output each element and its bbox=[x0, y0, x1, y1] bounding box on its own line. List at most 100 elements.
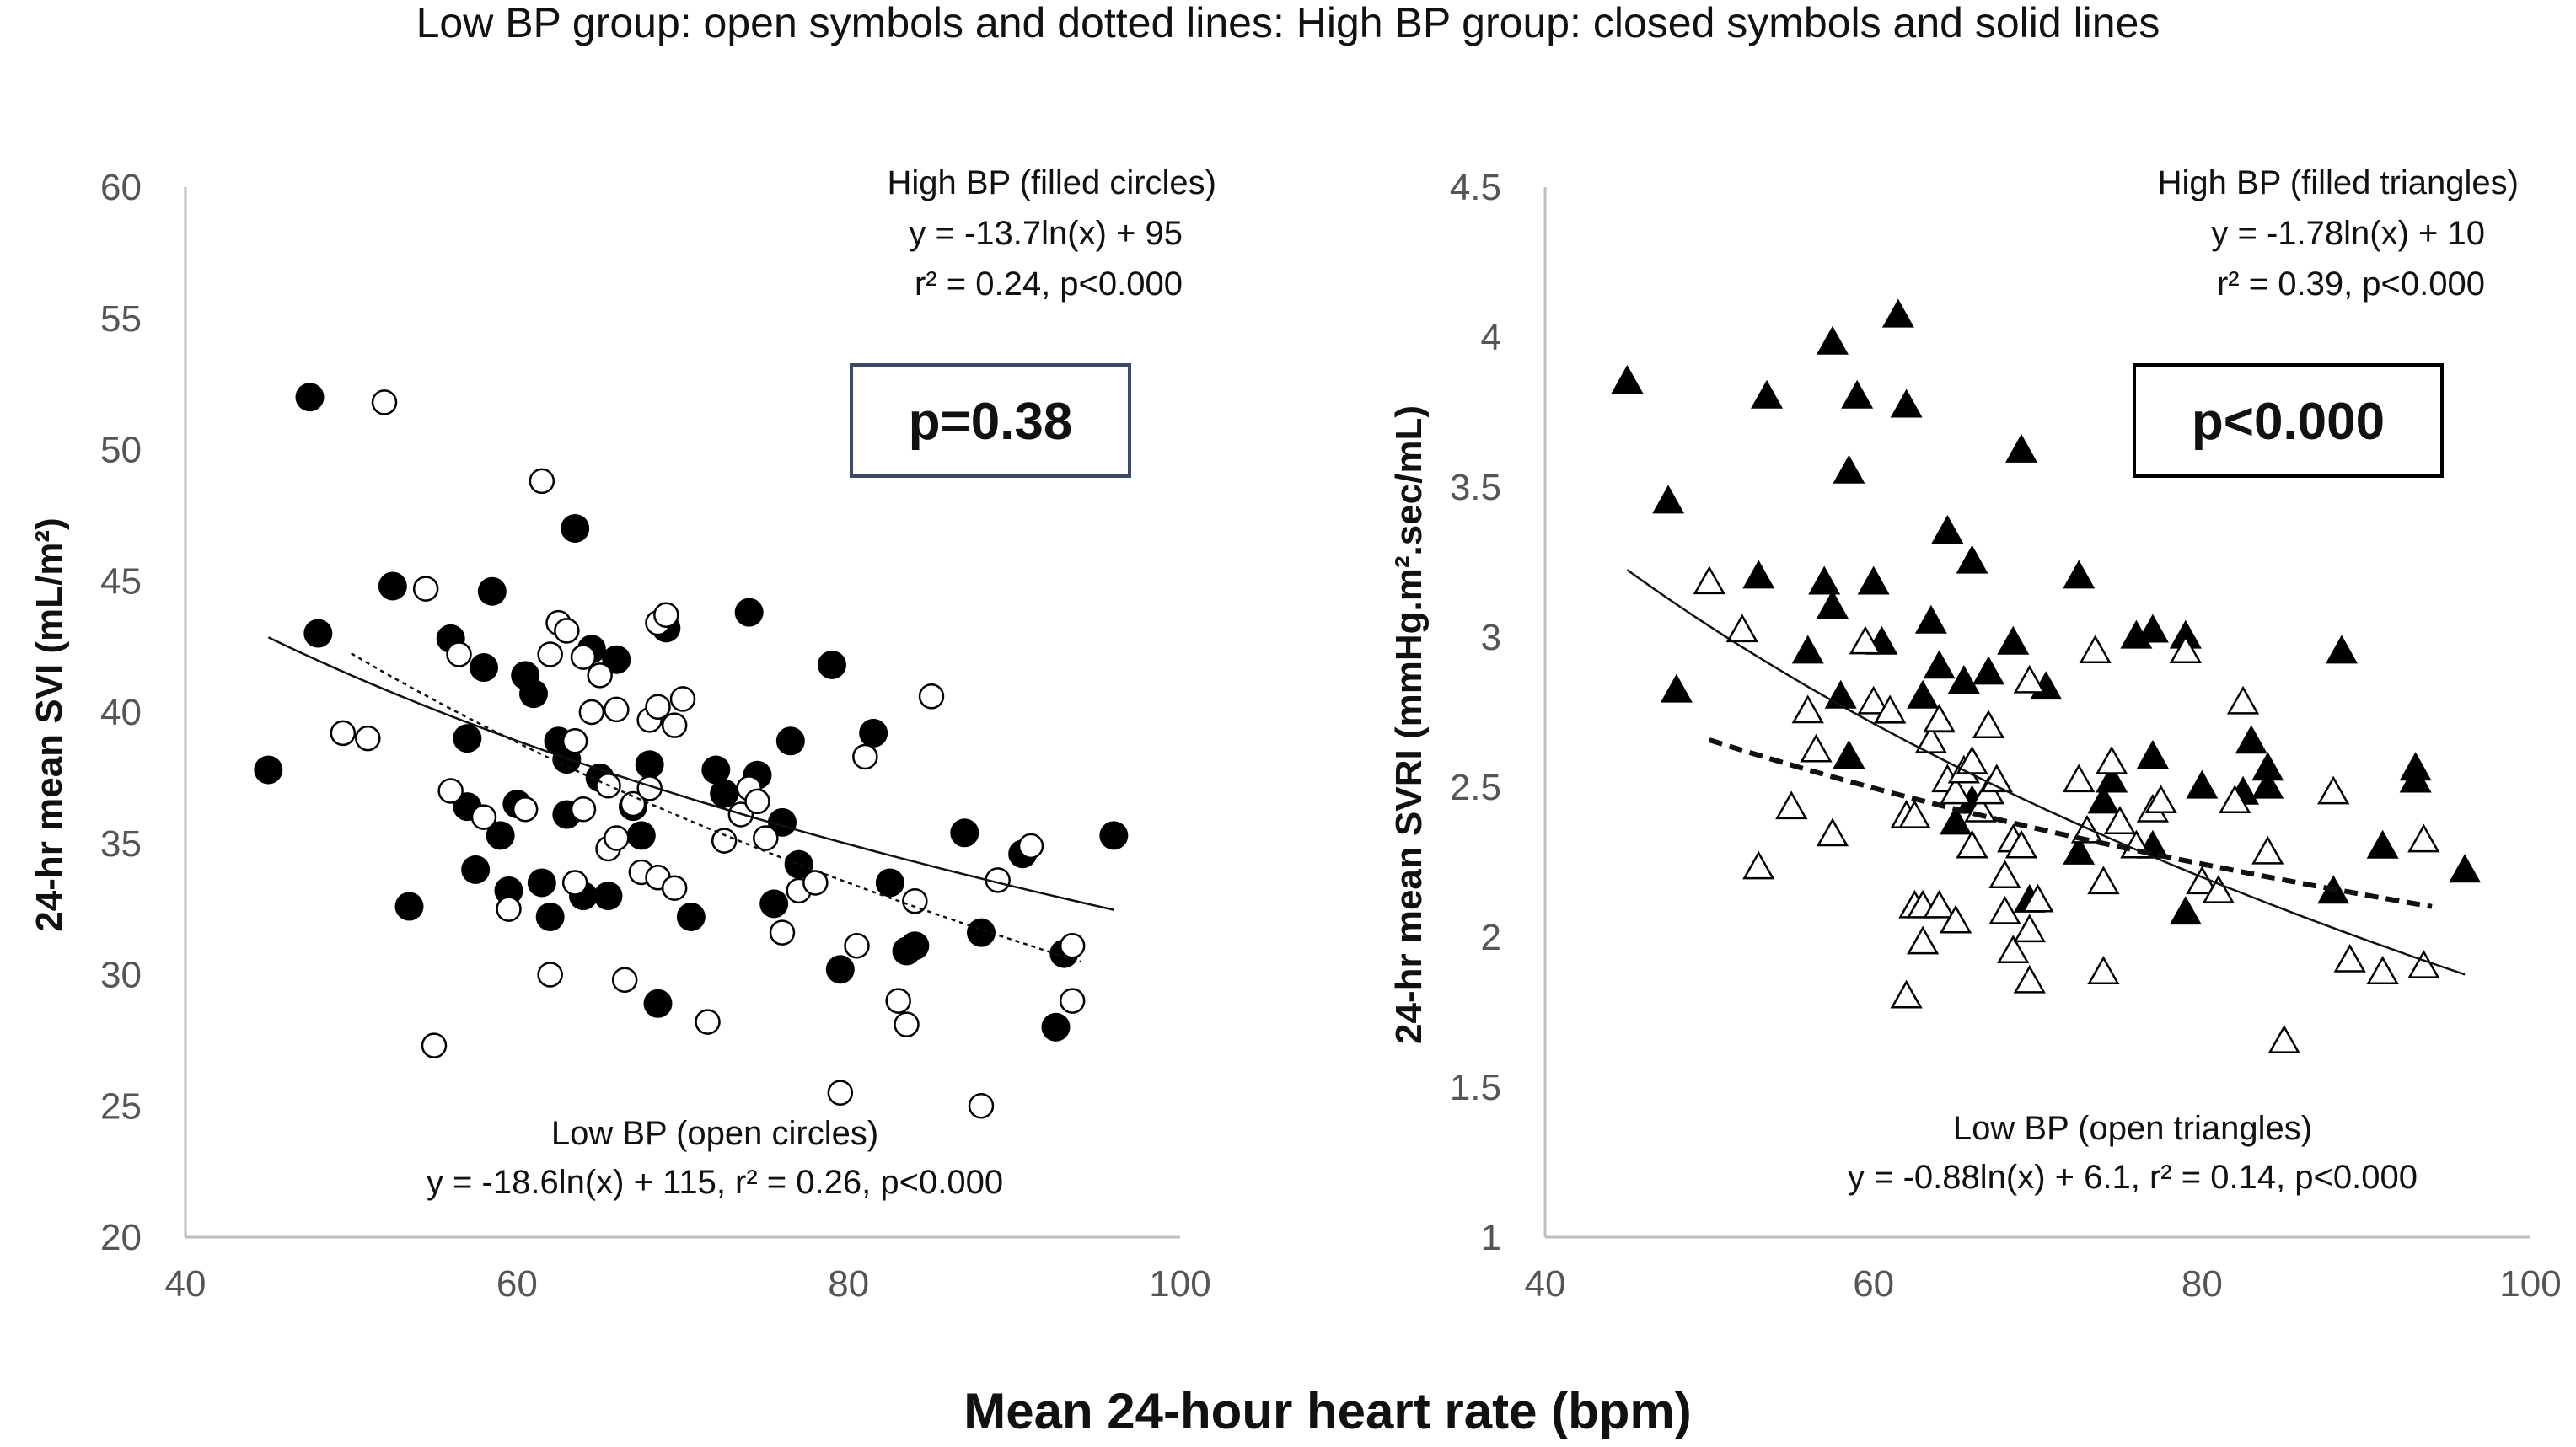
low-bp-point bbox=[1693, 565, 1725, 595]
low-bp-point bbox=[1849, 625, 1882, 655]
high-bp-point bbox=[2063, 560, 2096, 589]
y-tick-label: 3.5 bbox=[1450, 467, 1501, 508]
low-bp-point bbox=[1791, 694, 1824, 724]
high-bp-point bbox=[1808, 565, 1841, 595]
high-bp-point bbox=[2169, 896, 2202, 925]
low-bp-point bbox=[844, 932, 870, 959]
low-bp-point bbox=[2333, 943, 2366, 973]
high-bp-point bbox=[1857, 565, 1890, 595]
high-bp-point bbox=[676, 902, 706, 931]
high-bp-point bbox=[2096, 764, 2128, 793]
low-bp-point bbox=[2317, 775, 2350, 805]
y-tick-label: 45 bbox=[100, 560, 142, 602]
low-bp-point bbox=[1980, 764, 2013, 793]
high-bp-point bbox=[494, 876, 523, 905]
low-bp-point bbox=[446, 641, 472, 667]
low-bp-point bbox=[2169, 635, 2202, 664]
high-bp-point bbox=[2235, 725, 2267, 754]
high-bp-point bbox=[1611, 365, 1644, 394]
low-bp-point bbox=[2219, 785, 2251, 814]
low-bp-point bbox=[1972, 710, 2005, 739]
high-bp-point bbox=[1914, 604, 1947, 634]
high-bp-point bbox=[875, 868, 904, 898]
low-bp-point bbox=[885, 988, 911, 1014]
svi-chart: 20 25 30 35 40 45 50 55 60 40 60 80 100 24-hr mean SV… bbox=[29, 164, 1216, 1305]
low-bp-point bbox=[636, 775, 663, 801]
high-bp-point bbox=[1742, 560, 1775, 589]
low-bp-point bbox=[1742, 850, 1775, 880]
low-bp-point bbox=[2202, 875, 2235, 903]
low-bp-point bbox=[1939, 775, 1972, 805]
high-bp-point bbox=[950, 818, 979, 848]
high-bp-point bbox=[1947, 665, 1980, 694]
low-bp-point bbox=[661, 875, 688, 901]
low-bp-point bbox=[2021, 883, 2054, 913]
low-bp-point bbox=[2103, 806, 2137, 834]
y-tick-label: 1.5 bbox=[1450, 1067, 1501, 1108]
p-value-label: p<0.000 bbox=[2192, 393, 2385, 451]
y-tick-label: 4 bbox=[1481, 317, 1501, 358]
low-bp-point bbox=[412, 576, 439, 602]
high-bp-point bbox=[825, 955, 855, 984]
low-bp-point bbox=[2096, 745, 2128, 774]
low-bp-point bbox=[744, 788, 770, 815]
low-bp-point bbox=[2087, 866, 2120, 895]
high-bp-point bbox=[519, 679, 548, 709]
low-bp-point bbox=[653, 602, 679, 628]
high-bp-point bbox=[1041, 1012, 1071, 1042]
high-bp-fit-line bbox=[1626, 569, 2466, 976]
x-tick-label: 80 bbox=[2182, 1263, 2223, 1305]
low-bp-point bbox=[1988, 895, 2021, 924]
y-axis-label: 24-hr mean SVI (mL/m²) bbox=[29, 517, 70, 931]
low-bp-point bbox=[2407, 950, 2440, 978]
low-bp-point bbox=[1800, 733, 1833, 763]
high-bp-point bbox=[643, 989, 673, 1018]
high-bp-point bbox=[477, 576, 507, 606]
high-bp-point bbox=[734, 598, 764, 627]
low-bp-annotation: Low BP (open triangles) bbox=[1953, 1110, 2312, 1147]
y-axis-label: 24-hr mean SVRI (mmHg.m².sec/mL) bbox=[1388, 405, 1430, 1044]
low-bp-point bbox=[1939, 904, 1972, 934]
high-bp-annotation: High BP (filled circles) bbox=[888, 164, 1217, 201]
low-bp-point bbox=[1906, 925, 1940, 955]
low-bp-point bbox=[1857, 685, 1890, 715]
x-tick-label: 60 bbox=[1853, 1263, 1894, 1305]
high-bp-point bbox=[535, 902, 565, 931]
x-tick-label: 100 bbox=[1149, 1263, 1210, 1305]
high-bp-point bbox=[784, 849, 813, 879]
x-axis-label: Mean 24-hour heart rate (bpm) bbox=[963, 1383, 1691, 1439]
low-bp-point bbox=[2087, 956, 2120, 984]
high-bp-point bbox=[859, 718, 888, 748]
y-tick-label: 25 bbox=[100, 1085, 142, 1127]
y-tick-label: 40 bbox=[100, 692, 142, 733]
high-bp-point bbox=[295, 383, 325, 412]
low-bp-point bbox=[1059, 988, 1086, 1014]
low-bp-point bbox=[1017, 833, 1044, 860]
high-bp-point bbox=[561, 513, 590, 543]
p-value-label: p=0.38 bbox=[909, 393, 1073, 451]
low-bp-point bbox=[1923, 889, 1956, 919]
high-bp-annotation: r² = 0.24, p<0.000 bbox=[915, 265, 1183, 303]
low-bp-point bbox=[570, 796, 597, 823]
high-bp-point bbox=[2136, 740, 2169, 769]
low-bp-point bbox=[587, 662, 613, 689]
low-bp-point bbox=[918, 683, 945, 710]
low-bp-point bbox=[669, 686, 696, 712]
low-bp-point bbox=[1914, 725, 1948, 753]
p-value-box bbox=[850, 363, 1131, 478]
low-bp-point bbox=[1988, 860, 2021, 889]
high-bp-point bbox=[775, 726, 805, 756]
high-bp-annotation: r² = 0.39, p<0.000 bbox=[2217, 265, 2485, 303]
x-tick-label: 80 bbox=[828, 1263, 869, 1305]
y-tick-label: 50 bbox=[100, 430, 142, 471]
high-bp-point bbox=[1907, 679, 1940, 709]
high-bp-point bbox=[1890, 389, 1923, 418]
high-bp-point bbox=[486, 821, 515, 850]
high-bp-point bbox=[2251, 769, 2284, 799]
high-bp-point bbox=[900, 931, 930, 961]
y-tick-label: 2.5 bbox=[1450, 767, 1501, 808]
low-bp-point bbox=[894, 1011, 920, 1037]
low-bp-point bbox=[2013, 964, 2046, 994]
x-tick-label: 40 bbox=[165, 1263, 207, 1305]
low-bp-fit-line bbox=[351, 652, 1081, 963]
